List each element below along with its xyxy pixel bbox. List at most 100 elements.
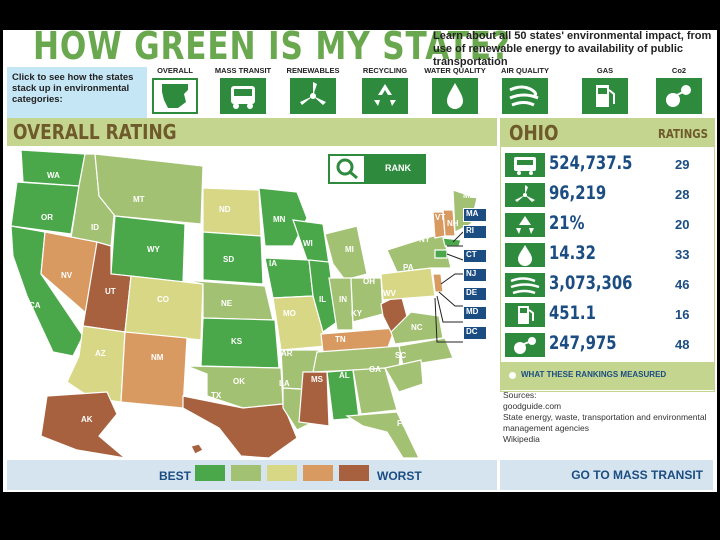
state-label-nv: NV [61,271,73,280]
state-label-tx: TX [211,391,222,400]
state-label-nc: NC [411,323,423,332]
category-renewables[interactable]: RENEWABLES [281,66,345,114]
rating-rank: 29 [675,157,690,172]
category-mass-transit[interactable]: MASS TRANSIT [211,66,275,114]
rating-rank: 28 [675,187,690,202]
state-label-il: IL [319,295,326,304]
state-label-wv: WV [383,289,397,298]
co2-icon [656,78,702,114]
tab-de[interactable]: DE [463,287,487,301]
bus-icon [505,153,545,177]
bus-icon [220,78,266,114]
state-label-in: IN [339,295,347,304]
state-sc [384,359,424,393]
rating-row-co2: 247,975 48 [505,331,710,359]
next-category-nav[interactable]: GO TO MASS TRANSIT [500,460,713,490]
state-wa [20,149,86,187]
state-name: OHIO [509,121,559,145]
state-nh [442,209,456,237]
rating-row-air-quality: 3,073,306 46 [505,271,710,299]
state-label-or: OR [41,213,53,222]
state-label-ga: GA [369,365,381,374]
state-label-la: LA [279,379,290,388]
rankings-info-link[interactable]: WHAT THESE RANKINGS MEASURED [501,362,714,390]
tab-dc[interactable]: DC [463,326,487,340]
category-recycling[interactable]: RECYCLING [353,66,417,114]
state-label-wi: WI [303,239,313,248]
wind-icon [505,273,545,297]
wind-turbine-icon [290,78,336,114]
category-overall[interactable]: OVERALL [143,66,207,114]
water-drop-icon [505,243,545,267]
legend-best-label: BEST [159,469,192,483]
tab-ct[interactable]: CT [463,249,487,263]
tab-label: DC [466,327,478,336]
state-detail-panel: OHIO RATINGS 524,737.5 29 96,219 28 21% … [500,118,715,392]
legend-swatch-5 [339,465,369,481]
state-label-ny: NY [419,235,431,244]
category-label: AIR QUALITY [501,66,549,75]
tab-ma[interactable]: MA [463,208,487,222]
category-air-quality[interactable]: AIR QUALITY [493,66,557,114]
state-va [390,311,444,345]
category-water-quality[interactable]: WATER QUALITY [423,66,487,114]
rating-row-mass-transit: 524,737.5 29 [505,151,710,179]
rating-rank: 48 [675,337,690,352]
rating-value: 451.1 [549,302,596,324]
category-label: OVERALL [157,66,193,75]
state-label-pa: PA [403,263,414,272]
state-mi [324,225,368,281]
rating-row-gas: 451.1 16 [505,301,710,329]
state-or [10,181,80,235]
gas-pump-icon [582,78,628,114]
category-label: MASS TRANSIT [214,66,272,75]
tab-nj[interactable]: NJ [463,268,487,282]
state-label-ks: KS [231,337,243,346]
rating-value: 247,975 [549,332,617,354]
state-label-nm: NM [151,353,164,362]
rating-value: 3,073,306 [549,272,633,294]
rating-rank: 33 [675,247,690,262]
tab-md[interactable]: MD [463,306,487,320]
state-fl [345,411,420,459]
rank-button[interactable]: RANK [328,154,426,184]
legend-swatch-4 [303,465,333,481]
state-ma [442,237,462,247]
legend-swatch-3 [267,465,297,481]
next-category-link[interactable]: GO TO MASS TRANSIT [571,468,703,482]
state-label-id: ID [91,223,99,232]
rating-value: 524,737.5 [549,152,633,174]
state-ga [352,367,398,415]
state-ak [40,391,128,459]
state-label-oh: OH [363,277,375,286]
ratings-label: RATINGS [658,127,708,141]
legend: BEST WORST [7,460,497,490]
bullet-icon [509,372,516,379]
state-label-wa: WA [47,171,60,180]
legend-swatch-1 [195,465,225,481]
state-label-hi: HI [199,455,207,458]
sources-heading: Sources: [503,390,537,400]
state-nj [432,273,444,293]
source-line: Wikipedia [503,434,540,444]
state-sd [202,231,264,285]
sources-block: Sources: goodguide.com State energy, was… [503,390,713,445]
state-nm [120,331,188,409]
state-co [124,275,204,341]
state-nd [202,187,262,237]
state-icon [152,78,198,114]
tab-label: NJ [466,269,477,278]
state-label-mi: MI [345,245,354,254]
tagline: Learn about all 50 states' environmental… [433,30,712,68]
category-co2[interactable]: Co2 [647,66,711,114]
magnifier-icon [330,156,364,182]
tab-ri[interactable]: RI [463,225,487,239]
legend-swatch-2 [231,465,261,481]
category-gas[interactable]: GAS [573,66,637,114]
state-label-mt: MT [133,195,145,204]
state-label-mn: MN [273,215,286,224]
state-label-wy: WY [147,245,161,254]
gas-pump-icon [505,303,545,327]
state-label-tn: TN [335,335,346,344]
state-ct [434,249,448,259]
